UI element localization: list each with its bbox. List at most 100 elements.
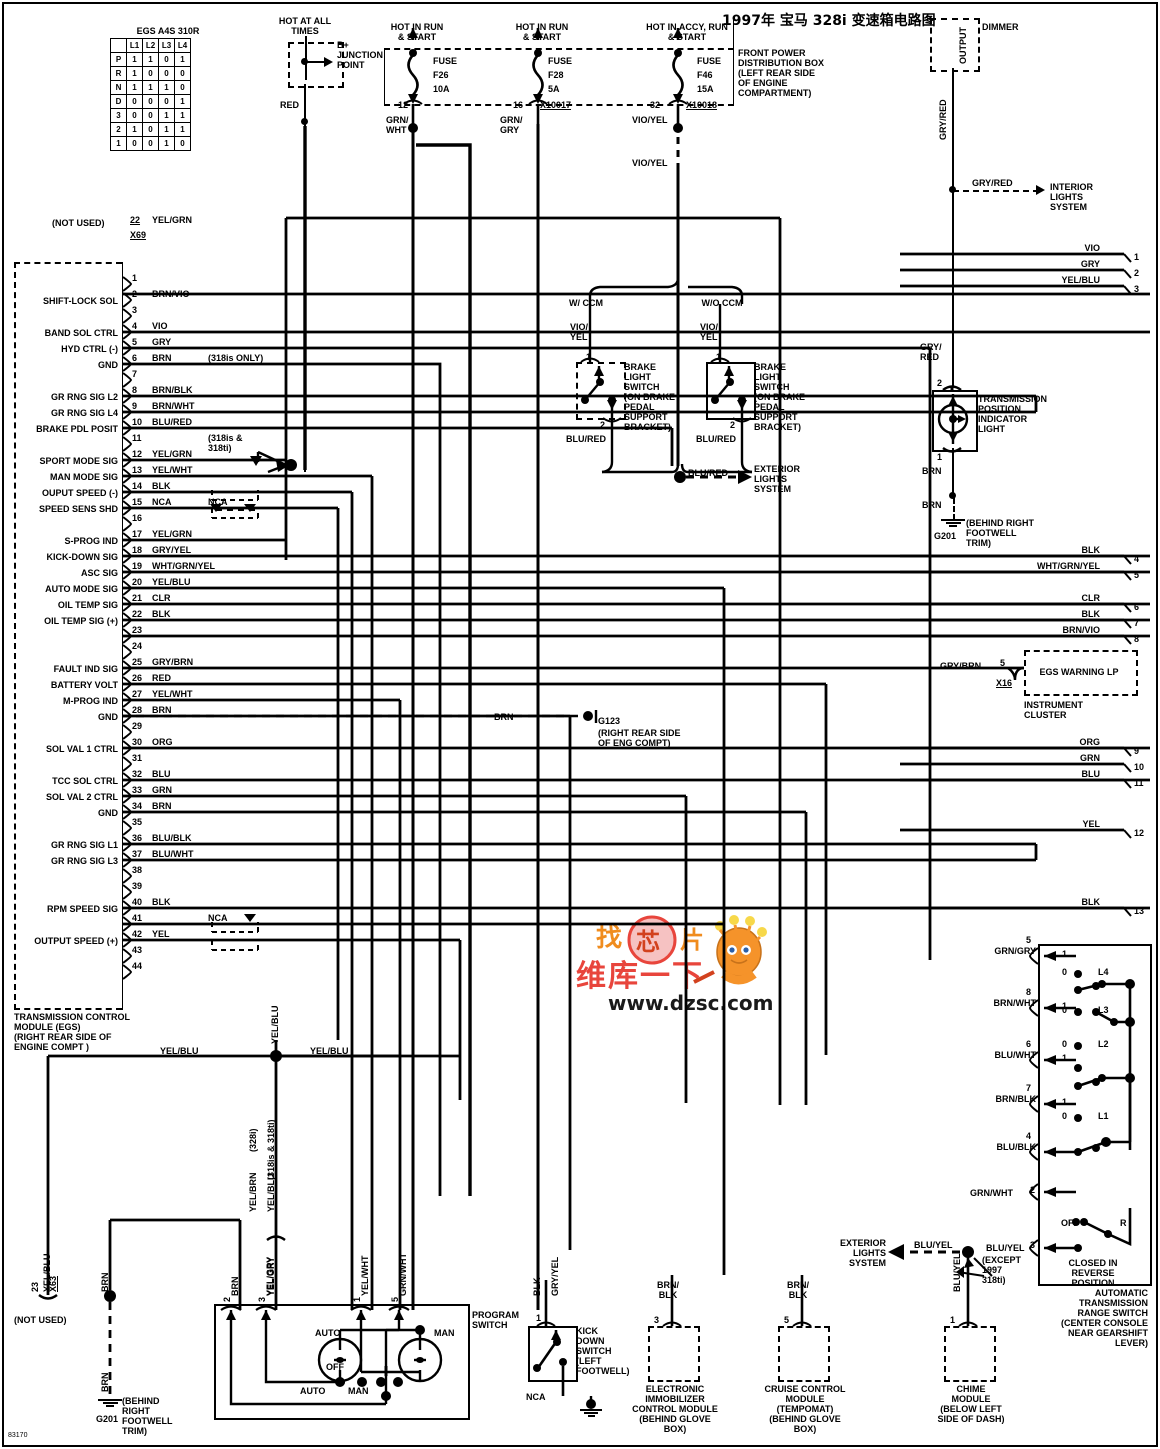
tpil-label: TRANSMISSION POSITION INDICATOR LIGHT [978,394,1048,434]
cluster-pin-number: 1 [1134,252,1140,262]
cruise-box [778,1326,830,1382]
shift-value-cell: 0 [174,136,191,151]
ecu-pin-wire: ORG [152,737,173,747]
x63-pin: 23 [30,1281,40,1292]
shift-table-caption: EGS A4S 310R [136,26,200,36]
brake-wire-top-1: VIO/ YEL [570,322,589,342]
ecu-pin-wire: BLK [152,481,171,491]
ecu-pin-number: 4 [132,321,138,331]
x63-conn: X63 [48,1275,58,1292]
egs-lamp-pin: 5 [1000,658,1006,668]
svg-text:片: 片 [680,926,704,954]
range-row-pin: 5 [1026,935,1032,945]
ecu-pin-name: GR RNG SIG L2 [50,392,118,402]
svg-text:www.dzsc.com: www.dzsc.com [608,991,774,1015]
shift-gear-cell: 2 [110,122,127,137]
cluster-pin-wire: BLK [1081,897,1101,907]
brake-switch-label-2: BRAKE LIGHT SWITCH (ON BRAKE PEDAL SUPPO… [754,362,805,432]
cluster-pin-number: 9 [1134,746,1140,756]
ecu-pin-wire: RED [152,673,172,683]
fusebox-right [733,20,734,106]
range-reverse-pin-a: 2 [1030,1185,1036,1195]
range-row-state-1: 1 [1062,949,1068,959]
shift-gear-cell: 3 [110,108,127,123]
range-except-note: (EXCEPT 1997 318ti) [982,1255,1022,1285]
range-row-state-0: 0 [1062,967,1068,977]
shift-value-cell: 1 [126,52,143,67]
ecu-pin-note: (318is & 318ti) [208,433,243,453]
program-pin-num-1: 1 [352,1296,362,1302]
cluster-pin-wire: GRN [1080,753,1100,763]
ecu-pin-wire: VIO [152,321,168,331]
range-reverse-pin-b: 3 [1030,1240,1036,1250]
ecu-pin-name: FAULT IND SIG [53,664,118,674]
cluster-pin-wire: BLK [1081,545,1101,555]
ecu-pin-wire: YEL/GRN [152,529,193,539]
ecu-pin-name: BAND SOL CTRL [44,328,118,338]
cluster-pin-wire: BRN/VIO [1062,625,1100,635]
chime-label: CHIME MODULE (BELOW LEFT SIDE OF DASH) [937,1384,1005,1424]
exterior-lights-mid-wire: BLU/RED [688,468,728,478]
shift-value-cell: 0 [142,94,159,109]
ecu-left-border [14,262,16,1010]
tpil-wire-top: GRY/ RED [920,342,942,362]
g123-id: G123 [598,716,621,726]
ecu-pin-wire: YEL/WHT [152,465,193,475]
range-row-lamp: L1 [1098,1111,1109,1121]
immobilizer-label: ELECTRONIC IMMOBILIZER CONTROL MODULE (B… [632,1384,718,1434]
cluster-pin-wire: ORG [1079,737,1100,747]
brake-switch-box-1 [576,362,626,420]
ecu-pin-wire: GRN [152,785,172,795]
g201-ground-symbol-1 [941,518,965,527]
range-reverse-note: CLOSED IN REVERSE POSITION [1068,1258,1118,1288]
ecu-pin-name: GR RNG SIG L1 [50,840,118,850]
ecu-pin-wire: BLU/RED [152,417,192,427]
exterior-lights-mid-label: EXTERIOR LIGHTS SYSTEM [754,464,801,494]
cluster-pin-wire: VIO [1084,243,1100,253]
shift-value-cell: 1 [174,94,191,109]
ecu-pin-wire: GRY/YEL [152,545,192,555]
watermark: 找 芯 片 维 库 一 下 www.dzsc.com [574,912,790,1020]
range-row-lamp: L3 [1098,1005,1109,1015]
interior-lights-dot [949,186,956,193]
fusebox-bottom [384,104,734,106]
range-row-wire: BLU/WHT [994,1050,1037,1060]
shift-gear-cell: D [110,94,127,109]
range-row-wire: BLU/BLK [996,1142,1037,1152]
fuse-amp-2: 5A [548,84,560,94]
cluster-pin-number: 5 [1134,570,1140,580]
svg-text:找: 找 [596,923,622,953]
shift-value-cell: 1 [126,80,143,95]
ecu-pin-wire: YEL/WHT [152,689,193,699]
sheet-code: 83170 [8,1432,28,1439]
ecu-pin-wire: BRN [152,705,172,715]
ecu-pin-wire: BRN/VIO [152,289,190,299]
ecu-pin-name: GND [98,360,118,370]
shift-value-cell: 0 [142,108,159,123]
ecu-pin-name: OUTPUT SPEED (+) [34,936,118,946]
ecu-pin-name: OUPUT SPEED (-) [41,488,118,498]
exterior-lights-bot-label: EXTERIOR LIGHTS SYSTEM [839,1238,886,1268]
program-off-pos-label: OFF [326,1362,344,1372]
fuse-id-2: F28 [548,70,564,80]
range-row-state-0: 0 [1062,1005,1068,1015]
tpil-ground-dot [949,492,956,499]
program-pin-wire-2: BRN [230,1276,240,1297]
hot-label-1: HOT IN RUN & START [390,22,444,42]
range-row-wire: BRN/BLK [995,1094,1037,1104]
instrument-cluster-caption: INSTRUMENT CLUSTER [1024,700,1083,720]
range-row-lamp: L2 [1098,1039,1109,1049]
immobilizer-box [648,1326,700,1382]
cluster-pin-wire: YEL [1082,819,1100,829]
bottom-yel-blu-h2: YEL/BLU [310,1046,349,1056]
shift-value-cell: 0 [158,52,175,67]
kickdown-ground-symbol [580,1408,602,1417]
shift-gear-cell: 1 [110,136,127,151]
egs-warning-lamp-box [1024,650,1138,696]
svg-text:一: 一 [640,959,670,994]
ecu-pin-name: ASC SIG [80,568,118,578]
